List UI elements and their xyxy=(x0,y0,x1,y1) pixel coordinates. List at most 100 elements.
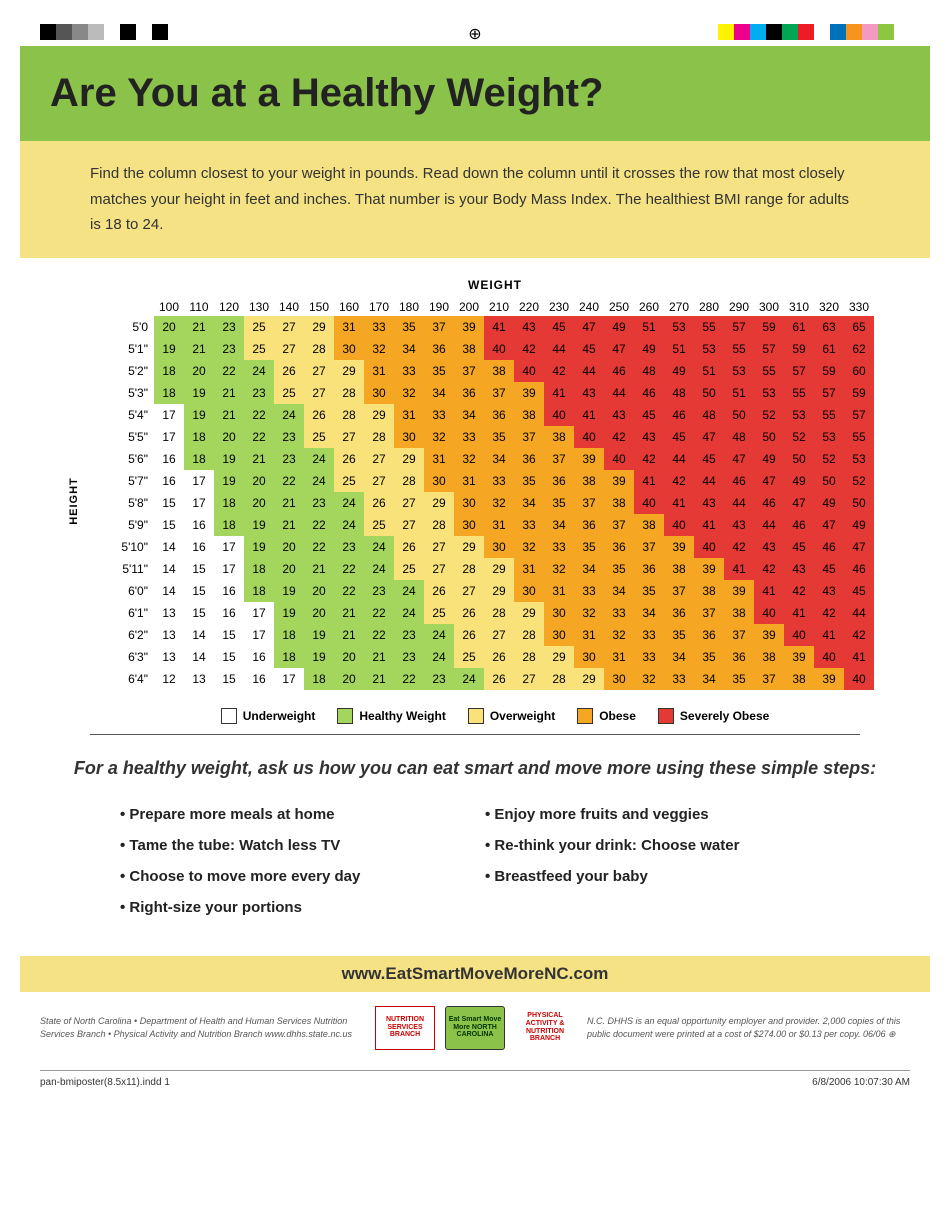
table-row: 6'0"141516181920222324262729303133343537… xyxy=(116,580,874,602)
bmi-cell: 27 xyxy=(394,492,424,514)
bmi-cell: 22 xyxy=(244,426,274,448)
bmi-cell: 34 xyxy=(514,492,544,514)
bmi-cell: 17 xyxy=(214,558,244,580)
weight-header: 180 xyxy=(394,298,424,316)
bmi-cell: 32 xyxy=(544,558,574,580)
bmi-cell: 36 xyxy=(634,558,664,580)
bmi-cell: 53 xyxy=(784,404,814,426)
bmi-cell: 39 xyxy=(514,382,544,404)
bmi-cell: 33 xyxy=(574,580,604,602)
bmi-cell: 22 xyxy=(394,668,424,690)
weight-header: 230 xyxy=(544,298,574,316)
weight-header: 140 xyxy=(274,298,304,316)
bmi-cell: 57 xyxy=(814,382,844,404)
bmi-cell: 26 xyxy=(274,360,304,382)
bmi-cell: 38 xyxy=(544,426,574,448)
bmi-cell: 25 xyxy=(274,382,304,404)
bmi-cell: 55 xyxy=(694,316,724,338)
bmi-cell: 39 xyxy=(574,448,604,470)
bmi-cell: 35 xyxy=(724,668,754,690)
weight-header: 300 xyxy=(754,298,784,316)
bmi-cell: 39 xyxy=(694,558,724,580)
bmi-cell: 53 xyxy=(694,338,724,360)
bmi-cell: 49 xyxy=(634,338,664,360)
bmi-cell: 41 xyxy=(694,514,724,536)
bmi-cell: 43 xyxy=(784,558,814,580)
bmi-cell: 46 xyxy=(814,536,844,558)
table-row: 5'6"161819212324262729313234363739404244… xyxy=(116,448,874,470)
legend-item: Overweight xyxy=(468,708,555,724)
bmi-cell: 22 xyxy=(364,624,394,646)
bmi-cell: 31 xyxy=(334,316,364,338)
bmi-cell: 44 xyxy=(754,514,784,536)
bmi-cell: 40 xyxy=(544,404,574,426)
height-label-cell: 5'8" xyxy=(116,492,154,514)
bmi-cell: 42 xyxy=(814,602,844,624)
table-row: 6'1"131516171920212224252628293032333436… xyxy=(116,602,874,624)
instructions-text: Find the column closest to your weight i… xyxy=(90,165,849,233)
bmi-cell: 15 xyxy=(184,558,214,580)
bmi-cell: 22 xyxy=(304,536,334,558)
legend-label: Obese xyxy=(599,709,636,723)
bmi-cell: 31 xyxy=(394,404,424,426)
bmi-cell: 65 xyxy=(844,316,874,338)
bmi-cell: 34 xyxy=(604,580,634,602)
height-label-cell: 6'1" xyxy=(116,602,154,624)
table-row: 6'2"131415171819212223242627283031323335… xyxy=(116,624,874,646)
bmi-cell: 23 xyxy=(424,668,454,690)
bmi-cell: 37 xyxy=(664,580,694,602)
weight-header: 270 xyxy=(664,298,694,316)
bmi-cell: 36 xyxy=(544,470,574,492)
height-label-cell: 5'9" xyxy=(116,514,154,536)
bmi-cell: 27 xyxy=(484,624,514,646)
bmi-cell: 36 xyxy=(424,338,454,360)
bmi-cell: 43 xyxy=(634,426,664,448)
bmi-cell: 15 xyxy=(154,514,184,536)
bmi-cell: 30 xyxy=(604,668,634,690)
bmi-cell: 36 xyxy=(574,514,604,536)
bmi-cell: 12 xyxy=(154,668,184,690)
bmi-cell: 53 xyxy=(724,360,754,382)
bmi-cell: 20 xyxy=(304,580,334,602)
bmi-cell: 30 xyxy=(424,470,454,492)
website-url: www.EatSmartMoveMoreNC.com xyxy=(342,964,609,983)
bmi-cell: 60 xyxy=(844,360,874,382)
bmi-cell: 51 xyxy=(694,360,724,382)
height-label-cell: 5'0 xyxy=(116,316,154,338)
print-timestamp: 6/8/2006 10:07:30 AM xyxy=(812,1077,910,1088)
bmi-cell: 37 xyxy=(424,316,454,338)
bmi-cell: 26 xyxy=(334,448,364,470)
bmi-cell: 46 xyxy=(724,470,754,492)
bmi-cell: 29 xyxy=(484,558,514,580)
height-label-cell: 5'10" xyxy=(116,536,154,558)
table-row: 5'1"192123252728303234363840424445474951… xyxy=(116,338,874,360)
bmi-cell: 38 xyxy=(724,602,754,624)
bmi-cell: 36 xyxy=(604,536,634,558)
bmi-cell: 40 xyxy=(814,646,844,668)
bmi-cell: 55 xyxy=(814,404,844,426)
bmi-cell: 27 xyxy=(364,470,394,492)
bmi-cell: 43 xyxy=(514,316,544,338)
table-row: 5'9"151618192122242527283031333436373840… xyxy=(116,514,874,536)
bmi-cell: 17 xyxy=(184,470,214,492)
bmi-cell: 59 xyxy=(784,338,814,360)
bmi-cell: 43 xyxy=(724,514,754,536)
bmi-cell: 24 xyxy=(304,448,334,470)
bmi-cell: 49 xyxy=(844,514,874,536)
weight-header: 100 xyxy=(154,298,184,316)
bmi-cell: 16 xyxy=(154,448,184,470)
bmi-cell: 27 xyxy=(454,580,484,602)
bmi-cell: 17 xyxy=(244,624,274,646)
bmi-cell: 26 xyxy=(454,602,484,624)
bmi-cell: 45 xyxy=(544,316,574,338)
bmi-cell: 32 xyxy=(454,448,484,470)
bmi-cell: 45 xyxy=(664,426,694,448)
bmi-cell: 18 xyxy=(244,558,274,580)
bmi-cell: 39 xyxy=(664,536,694,558)
bmi-cell: 35 xyxy=(424,360,454,382)
bmi-cell: 46 xyxy=(664,404,694,426)
bmi-cell: 41 xyxy=(754,580,784,602)
bmi-cell: 40 xyxy=(514,360,544,382)
bmi-cell: 34 xyxy=(424,382,454,404)
bmi-cell: 25 xyxy=(334,470,364,492)
